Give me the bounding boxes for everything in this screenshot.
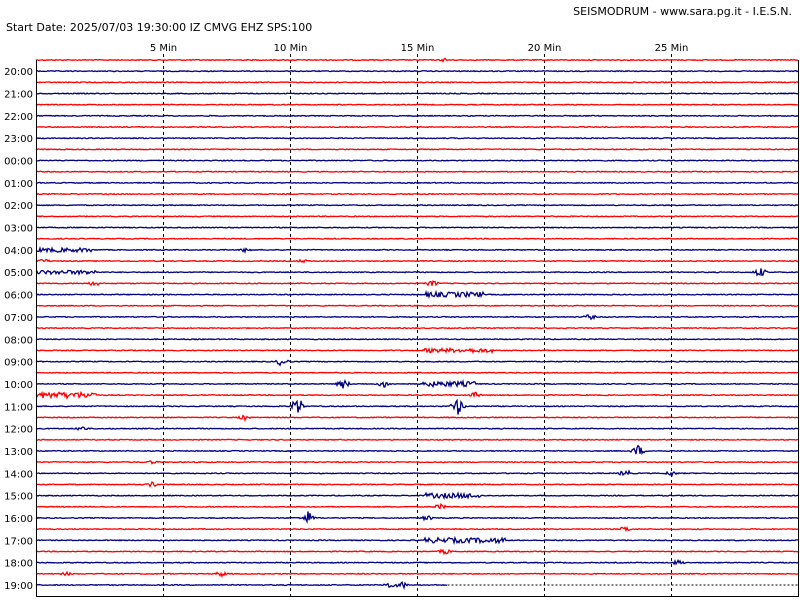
seismic-trace xyxy=(35,170,799,173)
seismic-trace xyxy=(35,181,799,185)
seismic-trace xyxy=(35,502,799,510)
seismic-trace xyxy=(35,337,799,341)
seismic-trace xyxy=(35,103,799,106)
seismic-trace xyxy=(35,398,799,415)
seismic-trace xyxy=(35,481,799,488)
hour-label: 11:00 xyxy=(4,402,33,413)
hour-label: 15:00 xyxy=(4,492,33,503)
seismic-trace xyxy=(35,426,799,431)
seismic-trace xyxy=(35,304,799,308)
seismic-trace xyxy=(35,535,799,546)
minute-tick-label: 10 Min xyxy=(274,43,308,54)
seismic-traces xyxy=(35,57,799,591)
seismic-trace xyxy=(35,289,799,300)
start-date-label: Start Date: 2025/07/03 19:30:00 IZ CMVG … xyxy=(6,21,313,34)
seismic-trace xyxy=(35,359,799,367)
seismic-trace xyxy=(35,390,799,400)
seismic-trace xyxy=(35,148,799,151)
hour-label: 19:00 xyxy=(4,581,33,592)
seismic-trace xyxy=(35,371,799,375)
hour-label: 14:00 xyxy=(4,469,33,480)
minute-tick-label: 5 Min xyxy=(150,43,177,54)
seismic-trace xyxy=(35,159,799,162)
hour-label: 01:00 xyxy=(4,179,33,190)
seismic-trace xyxy=(35,460,799,465)
seismic-trace xyxy=(35,326,799,330)
seismic-trace xyxy=(35,114,799,118)
seismic-trace xyxy=(35,438,799,442)
seismic-trace xyxy=(35,215,799,218)
hour-label: 16:00 xyxy=(4,514,33,525)
minute-gridlines xyxy=(163,54,672,596)
chart-title: SEISMODRUM - www.sara.pg.it - I.E.S.N. xyxy=(573,5,792,18)
seismic-trace xyxy=(35,192,799,196)
hour-label: 13:00 xyxy=(4,447,33,458)
hour-label: 07:00 xyxy=(4,313,33,324)
seismic-trace xyxy=(35,378,799,389)
seismic-trace xyxy=(35,491,799,500)
seismic-trace xyxy=(35,570,799,578)
seismic-trace xyxy=(35,580,448,591)
seismic-trace xyxy=(35,469,799,478)
seismic-trace xyxy=(35,81,799,84)
seismic-trace xyxy=(35,414,799,423)
seismic-trace xyxy=(35,525,799,533)
minute-tick-label: 15 Min xyxy=(401,43,435,54)
seismic-trace xyxy=(35,203,799,207)
hour-label: 03:00 xyxy=(4,224,33,235)
seismic-trace xyxy=(35,245,799,254)
hour-label: 12:00 xyxy=(4,425,33,436)
seismic-trace xyxy=(35,268,799,277)
hour-label: 21:00 xyxy=(4,90,33,101)
seismic-trace xyxy=(35,444,799,456)
seismic-trace xyxy=(35,548,799,556)
hour-label: 05:00 xyxy=(4,268,33,279)
hour-label: 04:00 xyxy=(4,246,33,257)
seismic-trace xyxy=(35,237,799,240)
seismic-trace xyxy=(35,136,799,140)
seismic-trace xyxy=(35,125,799,129)
seismic-trace xyxy=(35,558,799,566)
seismic-trace xyxy=(35,57,799,63)
hour-label: 02:00 xyxy=(4,201,33,212)
minute-tick-label: 25 Min xyxy=(655,43,689,54)
hour-label: 06:00 xyxy=(4,291,33,302)
minute-tick-labels: 5 Min 10 Min 15 Min 20 Min 25 Min xyxy=(150,43,688,54)
seismic-trace xyxy=(35,511,799,524)
seismic-trace xyxy=(35,314,799,321)
minute-tick-label: 20 Min xyxy=(528,43,562,54)
hour-label: 18:00 xyxy=(4,559,33,570)
seismic-trace xyxy=(35,258,799,264)
hour-label: 09:00 xyxy=(4,358,33,369)
seismic-trace xyxy=(35,69,799,73)
hour-label: 17:00 xyxy=(4,536,33,547)
hour-label: 00:00 xyxy=(4,157,33,168)
hour-label: 23:00 xyxy=(4,134,33,145)
hour-label: 10:00 xyxy=(4,380,33,391)
seismic-trace xyxy=(35,346,799,355)
seismic-trace xyxy=(35,226,799,229)
seismic-trace xyxy=(35,280,799,287)
hour-label: 08:00 xyxy=(4,335,33,346)
seismic-trace xyxy=(35,92,799,95)
hour-label: 22:00 xyxy=(4,112,33,123)
hour-label: 20:00 xyxy=(4,67,33,78)
hour-labels: 20:00 21:00 22:00 23:00 00:00 01:00 02:00 03:00… xyxy=(4,67,33,592)
